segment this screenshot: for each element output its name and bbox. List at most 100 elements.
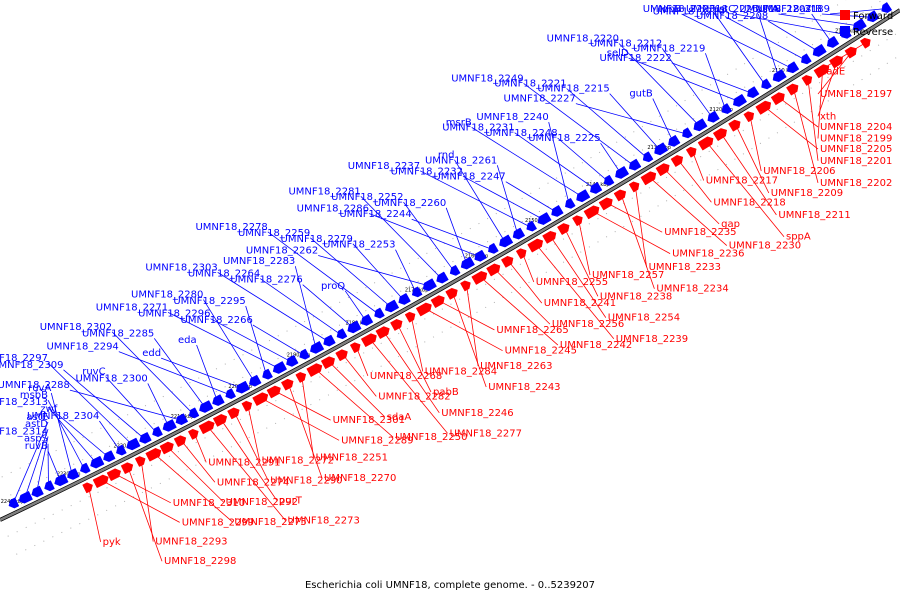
forward-gene-arrow[interactable] [404,311,416,323]
forward-gene-arrow[interactable] [295,372,307,383]
forward-gene-arrow[interactable] [375,326,390,340]
reverse-gene-arrow[interactable] [212,394,225,406]
reverse-gene-label[interactable]: ruvC [82,367,105,378]
forward-gene-label[interactable]: gap [721,219,740,230]
reverse-gene-label[interactable]: UMNF18_2285 [82,328,154,339]
forward-gene-arrow[interactable] [390,319,403,331]
reverse-gene-arrow[interactable] [323,334,336,347]
reverse-gene-label[interactable]: UMNF18_2252 [331,192,403,203]
forward-gene-arrow[interactable] [598,197,613,211]
forward-gene-arrow[interactable] [227,407,240,420]
forward-gene-label[interactable]: sppA [786,232,811,243]
reverse-gene-label[interactable]: astC [713,4,735,15]
reverse-gene-label[interactable]: UMNF18_2210 [653,7,725,18]
forward-gene-arrow[interactable] [685,146,697,158]
reverse-gene-arrow[interactable] [603,174,615,186]
forward-gene-label[interactable]: UMNF18_2255 [536,277,608,288]
forward-gene-arrow[interactable] [500,255,514,268]
reverse-gene-arrow[interactable] [537,212,552,225]
reverse-gene-arrow[interactable] [188,407,200,419]
forward-gene-arrow[interactable] [670,155,684,168]
forward-gene-arrow[interactable] [770,92,785,106]
forward-gene-arrow[interactable] [106,468,121,482]
reverse-gene-label[interactable]: gutB [629,89,653,100]
reverse-gene-arrow[interactable] [139,431,152,444]
reverse-gene-arrow[interactable] [565,197,576,209]
reverse-gene-arrow[interactable] [642,151,654,163]
forward-gene-arrow[interactable] [515,248,527,260]
reverse-gene-label[interactable]: UMNF18_2240 [476,112,548,123]
forward-gene-label[interactable]: UMNF18_2268 [370,371,442,382]
reverse-gene-arrow[interactable] [615,165,630,179]
reverse-gene-label[interactable]: astD [25,419,48,430]
reverse-gene-arrow[interactable] [449,264,461,276]
forward-gene-arrow[interactable] [145,448,162,462]
reverse-gene-label[interactable]: UMNF18_2314 [0,427,48,438]
forward-gene-label[interactable]: UMNF18_2273 [288,516,360,527]
forward-gene-label[interactable]: UMNF18_2233 [649,262,721,273]
reverse-gene-label[interactable]: UMNF18_2297 [0,353,48,364]
forward-gene-label[interactable]: UMNF18_2310 [173,498,245,509]
reverse-gene-label[interactable]: ruvA [28,383,51,394]
forward-gene-arrow[interactable] [786,83,799,96]
reverse-gene-arrow[interactable] [152,426,163,438]
reverse-gene-arrow[interactable] [747,86,760,99]
reverse-gene-arrow[interactable] [867,10,880,23]
reverse-gene-label[interactable]: UMNF18_2300 [75,373,147,384]
reverse-gene-arrow[interactable] [347,320,362,334]
forward-gene-arrow[interactable] [320,356,335,370]
forward-gene-arrow[interactable] [801,75,813,86]
reverse-gene-arrow[interactable] [116,444,127,456]
reverse-gene-arrow[interactable] [801,53,812,65]
forward-gene-label[interactable]: UMNF18_2239 [616,334,688,345]
reverse-gene-label[interactable]: astA [756,4,778,15]
reverse-gene-label[interactable]: astE [26,412,48,423]
reverse-gene-label[interactable]: astB [800,4,822,15]
forward-gene-arrow[interactable] [198,420,215,435]
forward-gene-arrow[interactable] [360,333,377,348]
forward-gene-label[interactable]: UMNF18_2298 [164,556,236,567]
reverse-gene-arrow[interactable] [103,450,116,462]
reverse-gene-label[interactable]: UMNF18_2264 [188,269,260,280]
forward-gene-label[interactable]: UMNF18_2301 [333,415,405,426]
forward-gene-label[interactable]: UMNF18_2217 [706,176,778,187]
reverse-gene-label[interactable]: UMNF18_2260 [374,198,446,209]
forward-gene-arrow[interactable] [212,414,228,427]
reverse-gene-arrow[interactable] [786,61,800,74]
reverse-gene-arrow[interactable] [881,2,893,13]
forward-gene-label[interactable]: UMNF18_2211 [778,210,850,221]
forward-gene-label[interactable]: UMNF18_2282 [378,391,450,402]
forward-gene-arrow[interactable] [349,342,361,354]
reverse-gene-label[interactable]: UMNF18_2302 [40,322,112,333]
reverse-gene-label[interactable]: UMNF18_2231 [442,123,514,134]
reverse-gene-label[interactable]: aspS [24,434,48,445]
reverse-gene-arrow[interactable] [175,413,189,426]
forward-gene-arrow[interactable] [527,238,544,253]
reverse-gene-label[interactable]: msrB [446,117,472,128]
reverse-gene-arrow[interactable] [225,388,237,400]
forward-gene-label[interactable]: UMNF18_2205 [820,144,892,155]
forward-gene-label[interactable]: UMNF18_2274 [217,477,289,488]
reverse-gene-label[interactable]: UMNF18_2262 [246,246,318,257]
forward-gene-label[interactable]: UMNF18_2250 [395,432,467,443]
forward-gene-label[interactable]: UMNF18_2272 [262,455,334,466]
forward-gene-label[interactable]: UMNF18_2230 [729,241,801,252]
reverse-gene-arrow[interactable] [721,103,733,114]
reverse-gene-label[interactable]: UMNF18_2266 [181,315,253,326]
forward-gene-arrow[interactable] [613,189,627,202]
forward-gene-arrow[interactable] [557,223,570,236]
reverse-gene-arrow[interactable] [8,497,20,509]
forward-gene-arrow[interactable] [335,349,348,362]
reverse-gene-label[interactable]: UMNF18_2220 [547,34,619,45]
reverse-gene-arrow[interactable] [436,271,449,284]
reverse-gene-arrow[interactable] [590,181,603,194]
forward-gene-label[interactable]: UMNF18_2256 [552,319,624,330]
forward-gene-label[interactable]: UMNF18_2292 [226,497,298,508]
reverse-gene-label[interactable]: UMNF18_2212 [590,38,662,49]
forward-gene-arrow[interactable] [306,363,323,378]
reverse-gene-label[interactable]: topB [658,4,681,15]
reverse-gene-label[interactable]: UMNF18_2227 [504,94,576,105]
forward-gene-arrow[interactable] [82,482,93,494]
forward-gene-label[interactable]: pyk [103,537,121,548]
forward-gene-label[interactable]: UMNF18_2251 [316,453,388,464]
